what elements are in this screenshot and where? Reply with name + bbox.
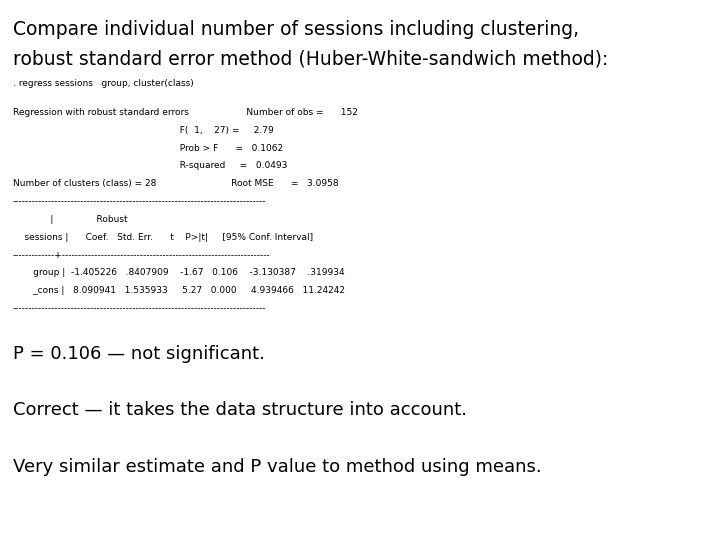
Text: F(  1,    27) =     2.79: F( 1, 27) = 2.79 [13, 126, 274, 135]
Text: Correct — it takes the data structure into account.: Correct — it takes the data structure in… [13, 401, 467, 419]
Text: group |  -1.405226   .8407909    -1.67   0.106    -3.130387    .319934: group | -1.405226 .8407909 -1.67 0.106 -… [13, 268, 345, 278]
Text: _cons |   8.090941   1.535933     5.27   0.000     4.939466   11.24242: _cons | 8.090941 1.535933 5.27 0.000 4.9… [13, 286, 345, 295]
Text: P = 0.106 — not significant.: P = 0.106 — not significant. [13, 345, 265, 362]
Text: robust standard error method (Huber-White-sandwich method):: robust standard error method (Huber-Whit… [13, 50, 608, 69]
Text: |               Robust: | Robust [13, 215, 127, 224]
Text: Prob > F      =   0.1062: Prob > F = 0.1062 [13, 144, 283, 153]
Text: Regression with robust standard errors                    Number of obs =      1: Regression with robust standard errors N… [13, 108, 358, 117]
Text: ------------------------------------------------------------------------------: ----------------------------------------… [13, 304, 266, 313]
Text: Very similar estimate and P value to method using means.: Very similar estimate and P value to met… [13, 458, 541, 476]
Text: Number of clusters (class) = 28                          Root MSE      =   3.095: Number of clusters (class) = 28 Root MSE… [13, 179, 338, 188]
Text: . regress sessions   group, cluster(class): . regress sessions group, cluster(class) [13, 79, 194, 89]
Text: R-squared     =   0.0493: R-squared = 0.0493 [13, 161, 287, 171]
Text: -------------+----------------------------------------------------------------: -------------+--------------------------… [13, 251, 271, 260]
Text: ------------------------------------------------------------------------------: ----------------------------------------… [13, 197, 266, 206]
Text: Compare individual number of sessions including clustering,: Compare individual number of sessions in… [13, 20, 579, 39]
Text: sessions |      Coef.   Std. Err.      t    P>|t|     [95% Conf. Interval]: sessions | Coef. Std. Err. t P>|t| [95% … [13, 233, 313, 242]
